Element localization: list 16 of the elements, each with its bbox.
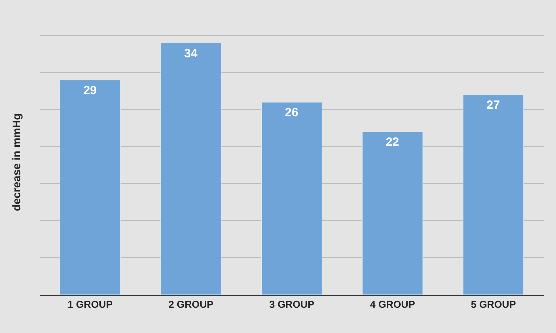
x-tick-label: 3 GROUP <box>269 300 315 311</box>
data-label: 27 <box>486 98 500 112</box>
x-tick-label: 5 GROUP <box>471 300 516 311</box>
bar <box>362 132 424 295</box>
data-label: 22 <box>386 135 400 150</box>
x-tick-label: 2 GROUP <box>168 300 214 311</box>
data-label: 34 <box>184 46 198 60</box>
bar <box>60 80 121 295</box>
data-label: 26 <box>285 105 299 120</box>
data-label: 29 <box>84 83 98 98</box>
bar <box>262 102 322 295</box>
y-axis-title: decrease in mmHg <box>12 114 24 212</box>
bar <box>160 43 222 295</box>
x-tick-label: 1 GROUP <box>68 300 114 311</box>
x-tick-label: 4 GROUP <box>370 300 416 311</box>
bar <box>463 94 524 295</box>
